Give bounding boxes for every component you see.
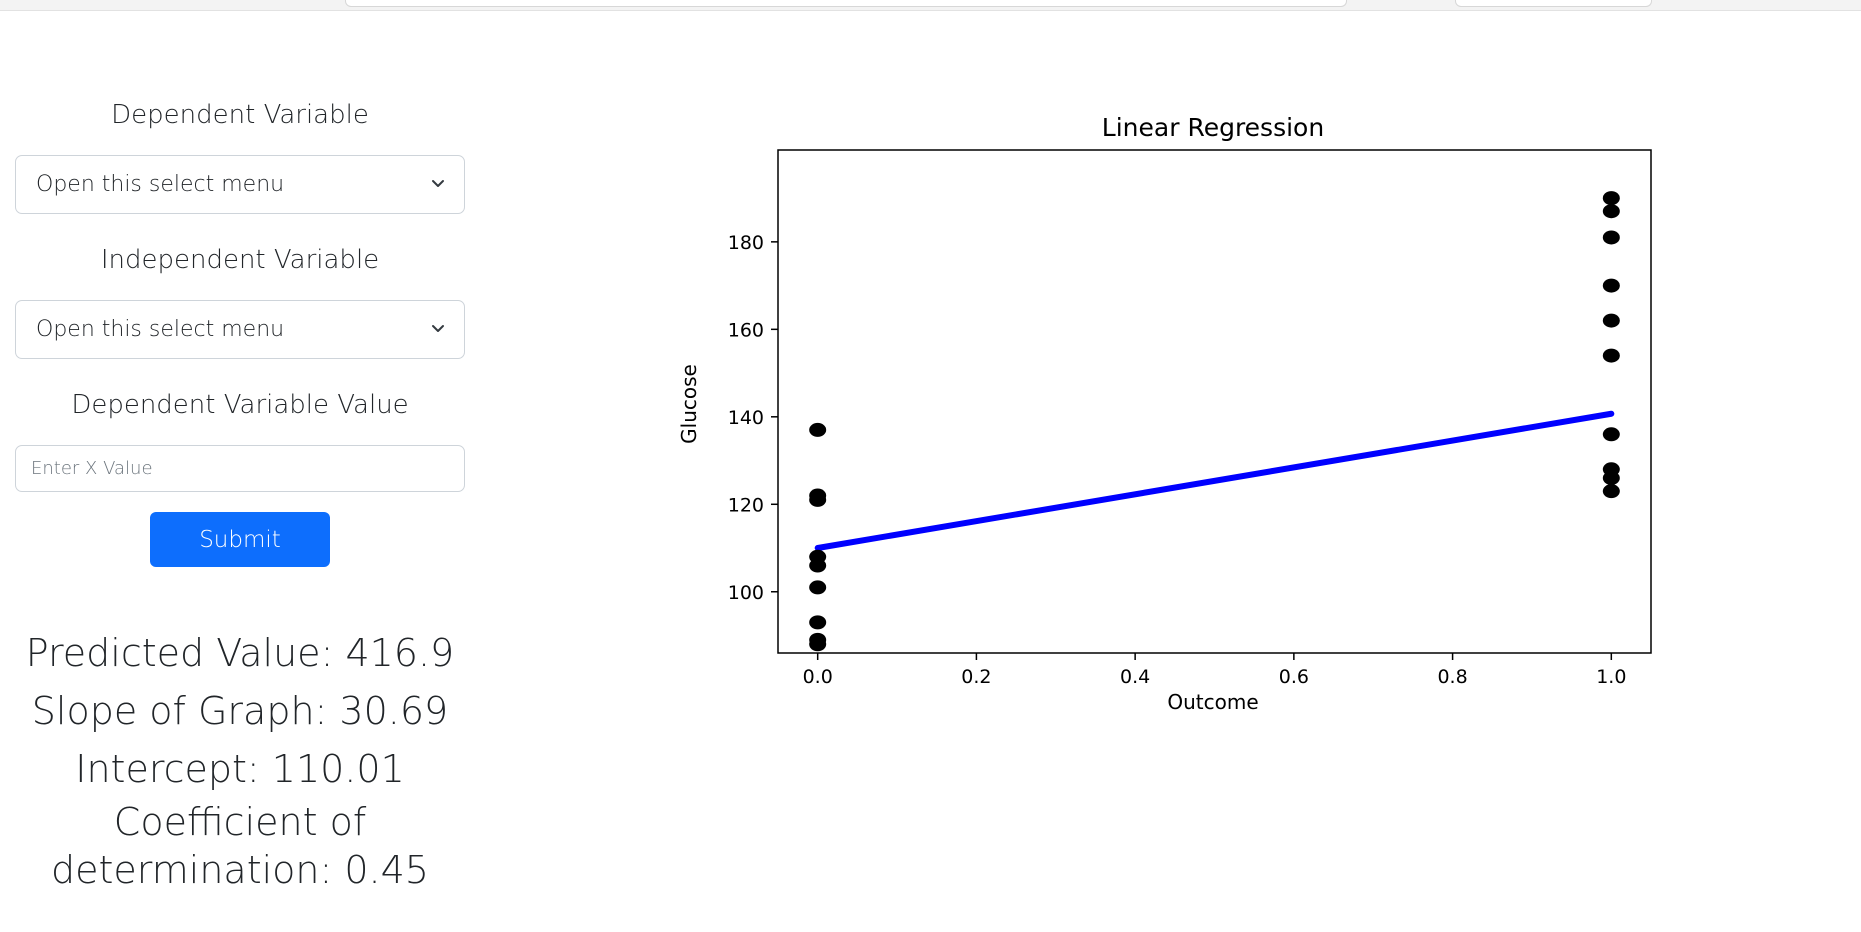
data-point	[1602, 313, 1620, 328]
data-point	[1602, 471, 1620, 486]
data-point	[809, 580, 827, 595]
dependent-variable-select[interactable]: Open this select menu	[15, 155, 465, 214]
independent-select-value: Open this select menu	[36, 317, 285, 342]
x-tick-label: 0.0	[803, 666, 833, 688]
chevron-down-icon	[432, 180, 444, 187]
dependent-select-value: Open this select menu	[36, 172, 285, 197]
dependent-variable-value-label: Dependent Variable Value	[71, 390, 409, 420]
slope-value: Slope of Graph: 30.69	[31, 689, 449, 733]
scatter-points	[809, 191, 1620, 652]
x-value-placeholder: Enter X Value	[31, 458, 153, 479]
data-point	[1602, 278, 1620, 293]
toolbar-field[interactable]	[1455, 0, 1652, 7]
address-bar[interactable]	[345, 0, 1347, 7]
data-point	[809, 558, 827, 573]
y-tick-label: 100	[728, 582, 764, 604]
predicted-value: Predicted Value: 416.9	[25, 631, 455, 675]
chart-title: Linear Regression	[1102, 113, 1324, 142]
x-tick-label: 1.0	[1596, 666, 1626, 688]
browser-top-bar	[0, 0, 1861, 11]
regression-line	[814, 410, 1615, 551]
data-point	[1602, 484, 1620, 499]
data-point	[809, 422, 827, 437]
x-value-input[interactable]: Enter X Value	[15, 445, 465, 492]
y-tick-label: 160	[728, 319, 764, 341]
data-point	[1602, 191, 1620, 206]
data-point	[1602, 427, 1620, 442]
data-point	[1602, 204, 1620, 219]
intercept-value: Intercept: 110.01	[75, 747, 405, 791]
data-point	[809, 492, 827, 507]
x-tick-label: 0.6	[1279, 666, 1309, 688]
y-axis-ticks: 100 120 140 160 180	[728, 232, 778, 604]
r2-value-line2: determination: 0.45	[51, 848, 429, 892]
x-tick-label: 0.8	[1437, 666, 1467, 688]
data-point	[1602, 348, 1620, 363]
data-point	[809, 615, 827, 630]
x-tick-label: 0.2	[961, 666, 991, 688]
submit-button[interactable]: Submit	[150, 512, 330, 567]
chevron-down-icon	[432, 325, 444, 332]
regression-chart: Linear Regression 0.0 0.2 0.4 0.6 0.8 1.0 100…	[677, 113, 1652, 714]
y-axis-label: Glucose	[677, 364, 701, 444]
data-point	[1602, 230, 1620, 245]
regression-line-path	[814, 410, 1615, 551]
x-axis-ticks: 0.0 0.2 0.4 0.6 0.8 1.0	[803, 653, 1626, 688]
y-tick-label: 180	[728, 232, 764, 254]
independent-variable-label: Independent Variable	[100, 245, 380, 275]
y-tick-label: 120	[728, 494, 764, 516]
x-axis-label: Outcome	[1167, 690, 1258, 714]
independent-variable-select[interactable]: Open this select menu	[15, 300, 465, 359]
y-tick-label: 140	[728, 407, 764, 429]
results-panel: Predicted Value: 416.9 Slope of Graph: 3…	[15, 624, 465, 894]
dependent-variable-label: Dependent Variable	[111, 100, 369, 130]
x-tick-label: 0.4	[1120, 666, 1150, 688]
data-point	[809, 637, 827, 652]
r2-value-line1: Coefficient of	[113, 800, 367, 844]
plot-area	[777, 149, 1652, 654]
